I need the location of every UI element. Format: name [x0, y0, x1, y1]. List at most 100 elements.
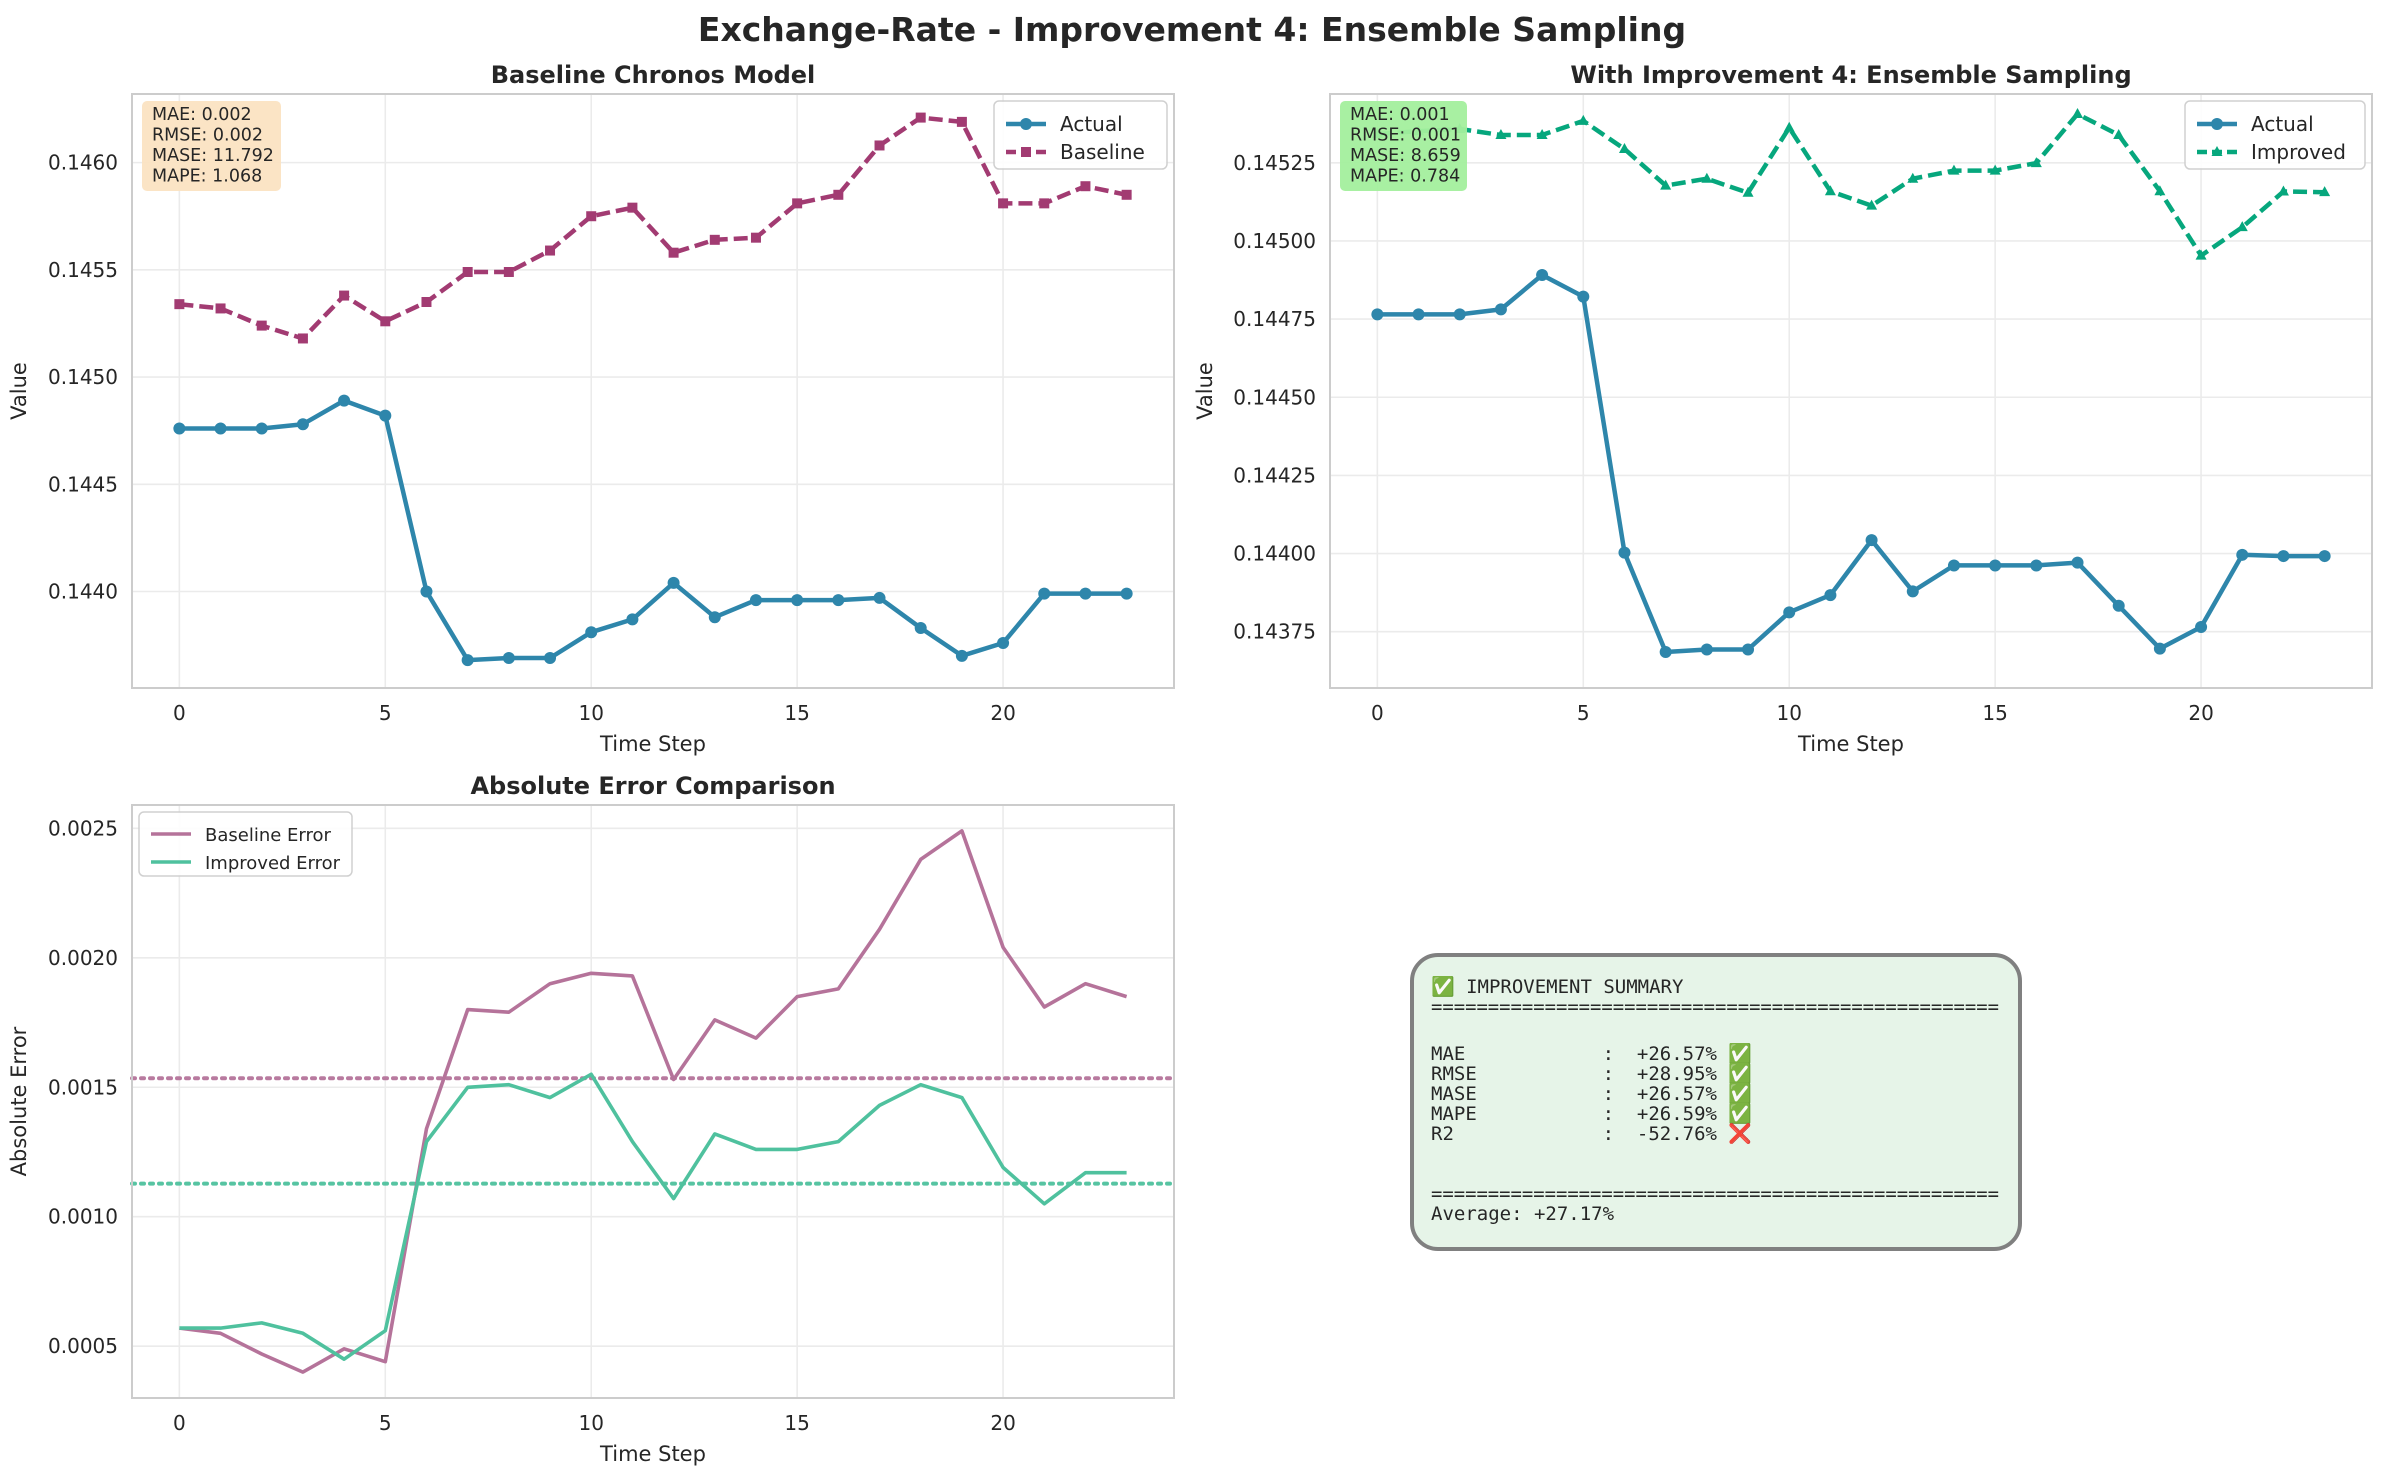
x-tick-label: 0 [1371, 701, 1384, 725]
chart-title: Baseline Chronos Model [491, 61, 816, 89]
data-point [1700, 643, 1713, 656]
metrics-box [142, 101, 281, 191]
y-tick-label: 0.1440 [48, 580, 118, 604]
x-tick-label: 5 [379, 1411, 392, 1435]
legend-label: Baseline Error [205, 825, 332, 846]
data-point [338, 394, 351, 407]
x-axis-label: Time Step [599, 732, 706, 756]
data-point [1371, 308, 1384, 321]
summary-rule-bottom: ========================================… [1431, 1183, 1999, 1205]
data-point [1453, 308, 1466, 321]
data-point [380, 316, 391, 327]
data-point [503, 266, 514, 277]
data-point [174, 299, 185, 310]
legend-box [138, 811, 353, 877]
x-tick-label: 0 [173, 1411, 186, 1435]
legend-label: Baseline [1060, 140, 1145, 164]
summary-average: Average: +27.17% [1431, 1203, 1615, 1225]
x-axis-label: Time Step [1797, 732, 1904, 756]
figure-title: Exchange-Rate - Improvement 4: Ensemble … [698, 10, 1686, 49]
y-tick-label: 0.0025 [48, 816, 118, 840]
y-tick-label: 0.0010 [48, 1205, 118, 1229]
data-point [2236, 548, 2249, 561]
data-point [2195, 249, 2207, 260]
data-point [545, 245, 556, 256]
data-point [1494, 303, 1507, 316]
data-point [1495, 128, 1507, 139]
data-point [2319, 186, 2331, 197]
data-point [2236, 221, 2248, 232]
data-point [1577, 290, 1590, 303]
data-point [2153, 642, 2166, 655]
data-point [668, 247, 679, 258]
data-point [1120, 587, 1133, 600]
data-point [1038, 587, 1051, 600]
metrics-line: MASE: 8.659 [1350, 146, 1461, 166]
plot-area [1330, 94, 2372, 688]
summary-row-r2: R2 : -52.76% ❌ [1431, 1122, 1752, 1145]
data-point [914, 621, 927, 634]
data-point [1948, 164, 1960, 175]
data-point [297, 333, 308, 344]
data-point [627, 202, 638, 213]
axes-frame [1329, 93, 2373, 689]
legend-label: Actual [1060, 112, 1123, 136]
y-tick-label: 0.1445 [48, 472, 118, 496]
y-tick-label: 0.0005 [48, 1334, 118, 1358]
data-point [1989, 164, 2001, 175]
metrics-line: RMSE: 0.001 [1350, 126, 1461, 146]
x-tick-label: 5 [1577, 701, 1590, 725]
x-axis-label: Time Step [599, 1442, 706, 1466]
y-tick-label: 0.14425 [1233, 463, 1316, 487]
metrics-line: MAE: 0.002 [152, 105, 252, 125]
y-tick-label: 0.1455 [48, 258, 118, 282]
data-point [1742, 186, 1754, 197]
data-point [1536, 128, 1548, 139]
data-point [1536, 269, 1549, 282]
improved-chart: 0 5 10 15 20 0.14375 0.14400 0.14425 0.14450 0.14… [1193, 61, 2373, 756]
data-point [1866, 199, 1878, 210]
y-tick-label: 0.14450 [1233, 385, 1316, 409]
x-tick-label: 10 [1776, 701, 1801, 725]
data-point [956, 116, 967, 127]
data-point [1989, 559, 2002, 572]
metrics-line: RMSE: 0.002 [152, 126, 263, 146]
data-point [2030, 157, 2042, 168]
legend-label: Actual [2251, 112, 2314, 136]
data-point [1618, 143, 1630, 154]
data-point [1824, 589, 1837, 602]
data-point [792, 198, 803, 209]
chart-title: With Improvement 4: Ensemble Sampling [1570, 61, 2131, 89]
y-axis-label: Value [7, 362, 31, 420]
data-point [1659, 646, 1672, 659]
data-point [296, 418, 309, 431]
data-point [1577, 114, 1589, 125]
data-point [915, 112, 926, 123]
data-point [502, 651, 515, 664]
data-point [214, 422, 227, 435]
data-point [1906, 585, 1919, 598]
legend-label: Improved Error [205, 853, 341, 874]
data-point [2030, 559, 2043, 572]
data-point [1824, 185, 1836, 196]
summary-row-mase: MASE : +26.57% ✅ [1431, 1082, 1752, 1105]
error-chart: 0 5 10 15 20 0.0005 0.0010 0.0015 0.0020 0.0025 Ti… [7, 772, 1176, 1466]
data-point [2071, 556, 2084, 569]
data-point [874, 140, 885, 151]
data-point [1907, 172, 1919, 183]
metrics-box [1340, 101, 1467, 191]
summary-title: ✅ IMPROVEMENT SUMMARY [1431, 975, 1684, 998]
chart-title: Absolute Error Comparison [470, 772, 835, 800]
x-tick-label: 15 [784, 701, 809, 725]
x-tick-label: 15 [1982, 701, 2007, 725]
data-point [873, 591, 886, 604]
data-point [2154, 185, 2166, 196]
data-point [750, 232, 761, 243]
legend-swatch-marker [1021, 147, 1031, 157]
x-tick-label: 10 [578, 701, 603, 725]
metrics-line: MAPE: 0.784 [1350, 167, 1460, 187]
data-point [955, 649, 968, 662]
data-point [833, 189, 844, 200]
data-point [1783, 121, 1795, 132]
